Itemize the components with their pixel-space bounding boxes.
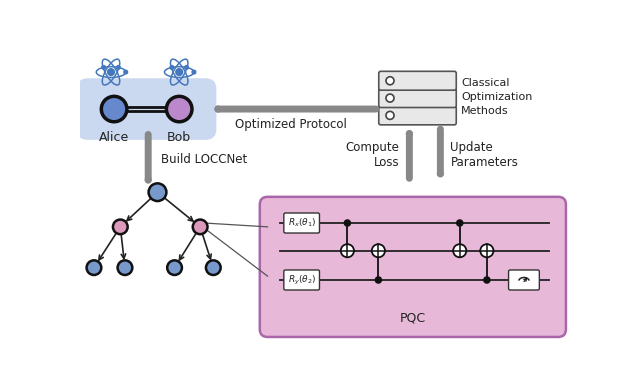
Circle shape	[170, 66, 173, 69]
Text: $R_y(\theta_2)$: $R_y(\theta_2)$	[287, 273, 316, 287]
Circle shape	[108, 69, 115, 75]
Circle shape	[86, 260, 101, 275]
FancyBboxPatch shape	[260, 197, 566, 337]
FancyBboxPatch shape	[379, 89, 456, 107]
Circle shape	[148, 183, 166, 201]
Circle shape	[101, 96, 127, 122]
FancyBboxPatch shape	[379, 106, 456, 125]
Circle shape	[386, 94, 394, 102]
FancyBboxPatch shape	[77, 78, 216, 140]
Circle shape	[176, 69, 182, 75]
Circle shape	[113, 219, 127, 234]
FancyBboxPatch shape	[379, 71, 456, 90]
Circle shape	[386, 111, 394, 119]
Circle shape	[386, 77, 394, 85]
Circle shape	[102, 66, 106, 69]
Circle shape	[340, 244, 354, 257]
Text: Compute
Loss: Compute Loss	[346, 141, 399, 169]
Circle shape	[480, 244, 493, 257]
FancyBboxPatch shape	[284, 213, 319, 233]
Circle shape	[372, 244, 385, 257]
FancyBboxPatch shape	[284, 270, 319, 290]
Circle shape	[344, 220, 351, 226]
FancyBboxPatch shape	[509, 270, 540, 290]
Text: PQC: PQC	[400, 312, 426, 325]
Circle shape	[167, 260, 182, 275]
Circle shape	[193, 219, 207, 234]
Text: Build LOCCNet: Build LOCCNet	[161, 153, 248, 166]
Circle shape	[484, 277, 490, 283]
Circle shape	[375, 277, 381, 283]
Text: Alice: Alice	[99, 131, 129, 144]
Circle shape	[206, 260, 221, 275]
Circle shape	[453, 244, 467, 257]
Circle shape	[185, 66, 188, 69]
Text: Update
Parameters: Update Parameters	[451, 141, 518, 169]
Circle shape	[124, 70, 127, 74]
Text: Optimized Protocol: Optimized Protocol	[235, 118, 347, 131]
Circle shape	[118, 260, 132, 275]
Text: Classical
Optimization
Methods: Classical Optimization Methods	[461, 78, 532, 116]
Circle shape	[457, 220, 463, 226]
Text: $R_x(\theta_1)$: $R_x(\theta_1)$	[287, 217, 316, 229]
Circle shape	[166, 96, 192, 122]
Circle shape	[116, 66, 120, 69]
Circle shape	[192, 70, 196, 74]
Text: Bob: Bob	[167, 131, 191, 144]
